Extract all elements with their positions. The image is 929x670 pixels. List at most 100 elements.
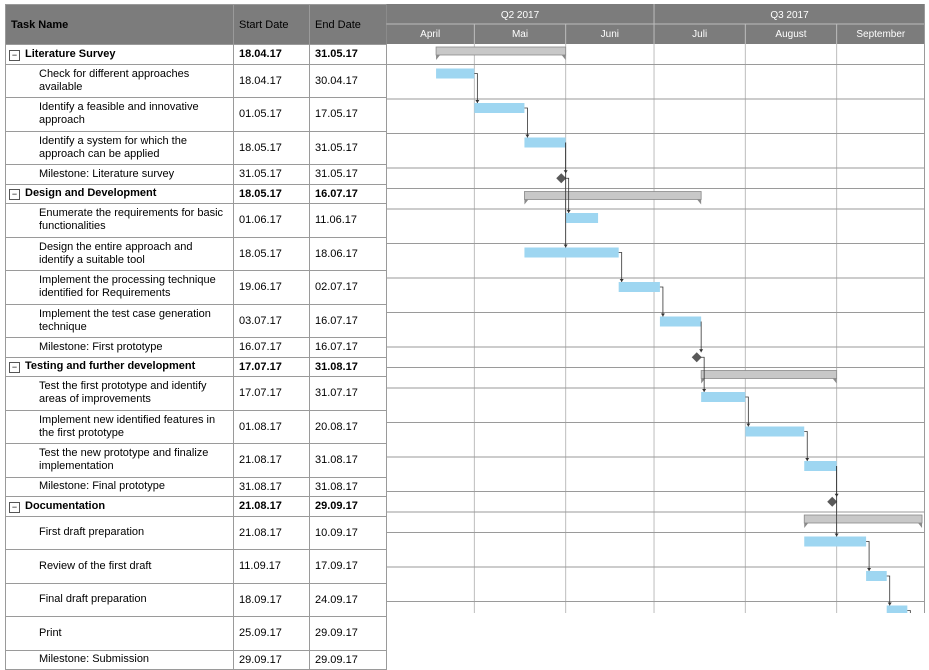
task-name-cell[interactable]: Milestone: Submission bbox=[5, 649, 234, 670]
milestone-row[interactable]: Milestone: Submission 29.09.17 29.09.17 bbox=[5, 649, 387, 670]
end-date-cell[interactable]: 20.08.17 bbox=[309, 409, 387, 444]
task-row[interactable]: First draft preparation 21.08.17 10.09.17 bbox=[5, 515, 387, 550]
summary-task-row[interactable]: − Design and Development 18.05.17 16.07.17 bbox=[5, 183, 387, 204]
task-bar[interactable] bbox=[866, 571, 887, 581]
end-date-cell[interactable]: 29.09.17 bbox=[309, 496, 387, 517]
end-date-cell[interactable]: 18.06.17 bbox=[309, 236, 387, 271]
task-row[interactable]: Implement the test case generation techn… bbox=[5, 303, 387, 338]
task-row[interactable]: Test the new prototype and finalize impl… bbox=[5, 443, 387, 478]
task-name-cell[interactable]: Identify a system for which the approach… bbox=[5, 130, 234, 165]
end-date-cell[interactable]: 29.09.17 bbox=[309, 649, 387, 670]
start-date-cell[interactable]: 19.06.17 bbox=[233, 270, 310, 305]
start-date-cell[interactable]: 21.08.17 bbox=[233, 496, 310, 517]
task-name-cell[interactable]: Test the first prototype and identify ar… bbox=[5, 376, 234, 411]
task-row[interactable]: Enumerate the requirements for basic fun… bbox=[5, 203, 387, 238]
task-name-cell[interactable]: Milestone: First prototype bbox=[5, 337, 234, 358]
end-date-cell[interactable]: 11.06.17 bbox=[309, 203, 387, 238]
summary-task-row[interactable]: − Testing and further development 17.07.17… bbox=[5, 356, 387, 377]
milestone-diamond[interactable] bbox=[556, 173, 567, 184]
start-date-cell[interactable]: 18.05.17 bbox=[233, 183, 310, 204]
collapse-toggle-icon[interactable]: − bbox=[9, 189, 20, 201]
task-bar[interactable] bbox=[804, 536, 867, 547]
end-date-cell[interactable]: 31.05.17 bbox=[309, 130, 387, 165]
start-date-cell[interactable]: 01.05.17 bbox=[233, 97, 310, 132]
start-date-cell[interactable]: 21.08.17 bbox=[233, 515, 310, 550]
task-name-cell[interactable]: Enumerate the requirements for basic fun… bbox=[5, 203, 234, 238]
column-header-start-date[interactable]: Start Date bbox=[233, 4, 310, 45]
start-date-cell[interactable]: 25.09.17 bbox=[233, 616, 310, 651]
start-date-cell[interactable]: 18.04.17 bbox=[233, 63, 310, 98]
start-date-cell[interactable]: 01.06.17 bbox=[233, 203, 310, 238]
end-date-cell[interactable]: 24.09.17 bbox=[309, 582, 387, 617]
summary-bar[interactable] bbox=[524, 191, 702, 200]
end-date-cell[interactable]: 16.07.17 bbox=[309, 183, 387, 204]
task-bar[interactable] bbox=[474, 103, 525, 113]
task-bar[interactable] bbox=[659, 316, 702, 327]
start-date-cell[interactable]: 18.05.17 bbox=[233, 236, 310, 271]
end-date-cell[interactable]: 31.08.17 bbox=[309, 356, 387, 377]
summary-bar[interactable] bbox=[700, 370, 838, 379]
task-row[interactable]: Review of the first draft 11.09.17 17.09.1… bbox=[5, 549, 387, 584]
task-name-cell[interactable]: Identify a feasible and innovative appro… bbox=[5, 97, 234, 132]
task-name-cell[interactable]: Implement new identified features in the… bbox=[5, 409, 234, 444]
task-name-cell[interactable]: − Testing and further development bbox=[5, 356, 234, 377]
end-date-cell[interactable]: 30.04.17 bbox=[309, 63, 387, 98]
milestone-diamond[interactable] bbox=[691, 352, 702, 363]
task-name-cell[interactable]: Test the new prototype and finalize impl… bbox=[5, 443, 234, 478]
task-bar[interactable] bbox=[524, 137, 566, 148]
task-name-cell[interactable]: Implement the processing technique ident… bbox=[5, 270, 234, 305]
start-date-cell[interactable]: 31.05.17 bbox=[233, 164, 310, 185]
collapse-toggle-icon[interactable]: − bbox=[9, 362, 20, 374]
task-name-cell[interactable]: − Literature Survey bbox=[5, 44, 234, 65]
end-date-cell[interactable]: 17.05.17 bbox=[309, 97, 387, 132]
milestone-row[interactable]: Milestone: Final prototype 31.08.17 31.08.… bbox=[5, 476, 387, 497]
summary-task-row[interactable]: − Literature Survey 18.04.17 31.05.17 bbox=[5, 44, 387, 65]
end-date-cell[interactable]: 10.09.17 bbox=[309, 515, 387, 550]
summary-task-row[interactable]: − Documentation 21.08.17 29.09.17 bbox=[5, 496, 387, 517]
start-date-cell[interactable]: 01.08.17 bbox=[233, 409, 310, 444]
start-date-cell[interactable]: 31.08.17 bbox=[233, 476, 310, 497]
task-bar[interactable] bbox=[886, 605, 908, 614]
task-bar[interactable] bbox=[701, 392, 746, 402]
task-name-cell[interactable]: Milestone: Literature survey bbox=[5, 164, 234, 185]
task-name-cell[interactable]: Design the entire approach and identify … bbox=[5, 236, 234, 271]
task-row[interactable]: Print 25.09.17 29.09.17 bbox=[5, 616, 387, 651]
task-bar[interactable] bbox=[804, 461, 837, 471]
end-date-cell[interactable]: 17.09.17 bbox=[309, 549, 387, 584]
task-row[interactable]: Check for different approaches available… bbox=[5, 63, 387, 98]
collapse-toggle-icon[interactable]: − bbox=[9, 49, 20, 61]
summary-bar[interactable] bbox=[803, 514, 923, 524]
task-name-cell[interactable]: − Documentation bbox=[5, 496, 234, 517]
milestone-diamond[interactable] bbox=[827, 496, 838, 507]
end-date-cell[interactable]: 16.07.17 bbox=[309, 337, 387, 358]
start-date-cell[interactable]: 17.07.17 bbox=[233, 376, 310, 411]
task-name-cell[interactable]: Review of the first draft bbox=[5, 549, 234, 584]
task-row[interactable]: Identify a feasible and innovative appro… bbox=[5, 97, 387, 132]
start-date-cell[interactable]: 16.07.17 bbox=[233, 337, 310, 358]
task-name-cell[interactable]: Print bbox=[5, 616, 234, 651]
start-date-cell[interactable]: 21.08.17 bbox=[233, 443, 310, 478]
milestone-row[interactable]: Milestone: Literature survey 31.05.17 31.0… bbox=[5, 164, 387, 185]
start-date-cell[interactable]: 03.07.17 bbox=[233, 303, 310, 338]
end-date-cell[interactable]: 31.05.17 bbox=[309, 44, 387, 65]
task-bar[interactable] bbox=[618, 282, 660, 292]
end-date-cell[interactable]: 31.08.17 bbox=[309, 476, 387, 497]
task-bar[interactable] bbox=[565, 213, 599, 223]
task-name-cell[interactable]: − Design and Development bbox=[5, 183, 234, 204]
task-name-cell[interactable]: Implement the test case generation techn… bbox=[5, 303, 234, 338]
task-name-cell[interactable]: First draft preparation bbox=[5, 515, 234, 550]
end-date-cell[interactable]: 31.05.17 bbox=[309, 164, 387, 185]
task-bar[interactable] bbox=[524, 247, 619, 258]
task-row[interactable]: Implement the processing technique ident… bbox=[5, 270, 387, 305]
task-row[interactable]: Test the first prototype and identify ar… bbox=[5, 376, 387, 411]
start-date-cell[interactable]: 18.04.17 bbox=[233, 44, 310, 65]
end-date-cell[interactable]: 31.07.17 bbox=[309, 376, 387, 411]
start-date-cell[interactable]: 11.09.17 bbox=[233, 549, 310, 584]
end-date-cell[interactable]: 02.07.17 bbox=[309, 270, 387, 305]
milestone-row[interactable]: Milestone: First prototype 16.07.17 16.07.… bbox=[5, 337, 387, 358]
task-name-cell[interactable]: Check for different approaches available bbox=[5, 63, 234, 98]
collapse-toggle-icon[interactable]: − bbox=[9, 501, 20, 513]
task-row[interactable]: Design the entire approach and identify … bbox=[5, 236, 387, 271]
task-name-cell[interactable]: Milestone: Final prototype bbox=[5, 476, 234, 497]
start-date-cell[interactable]: 18.05.17 bbox=[233, 130, 310, 165]
